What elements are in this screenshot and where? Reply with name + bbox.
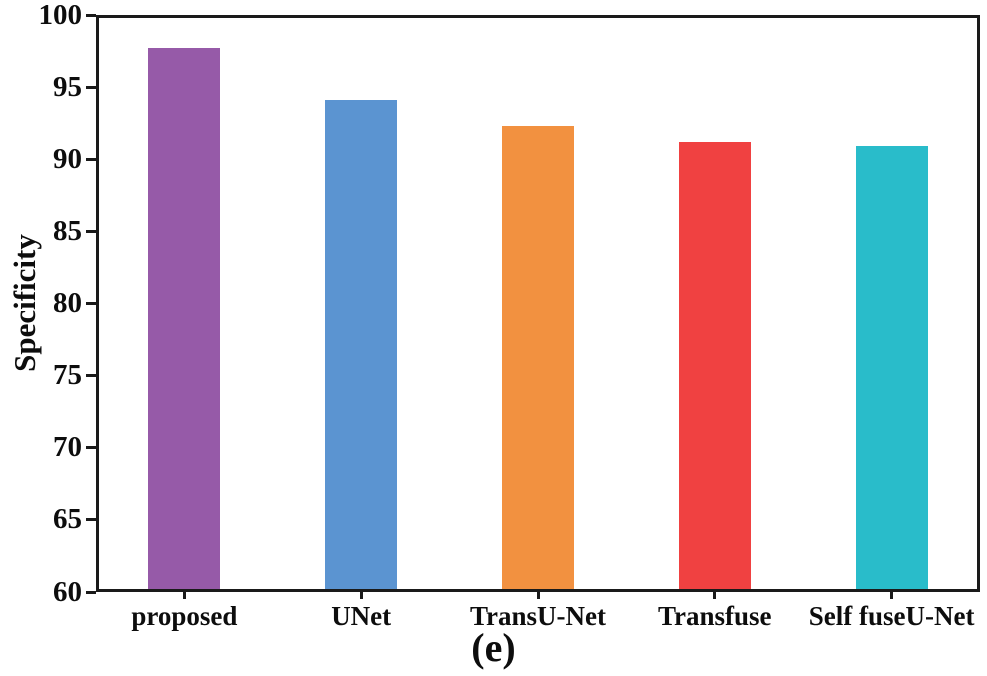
x-tick-mark [713,592,717,599]
y-tick-label: 90 [53,142,82,175]
y-tick-mark [86,229,96,233]
y-tick-mark [86,374,96,378]
bar-transfuse [678,141,751,589]
y-tick-label: 65 [53,503,82,536]
y-tick-label: 75 [53,359,82,392]
x-tick-label-self-fuseu-net: Self fuseU-Net [808,601,975,631]
y-tick-label: 60 [53,575,82,608]
x-tick-label-transu-net: TransU-Net [470,601,606,631]
y-tick-mark [86,446,96,450]
x-tick-mark [182,592,186,599]
y-tick-label: 85 [53,214,82,247]
bar-unet [325,100,398,589]
y-tick-label: 100 [38,0,83,31]
bar-transu-net [502,126,574,589]
x-tick-label-transfuse: Transfuse [658,601,772,631]
x-tick-mark [890,592,894,599]
y-tick-mark [86,518,96,522]
x-tick-label-proposed: proposed [131,601,238,631]
y-tick-mark [86,157,96,161]
bar-proposed [148,48,221,589]
y-tick-mark [86,302,96,305]
y-tick-label: 70 [53,431,82,464]
x-tick-label-unet: UNet [331,601,392,631]
x-tick-mark [536,592,540,599]
y-tick-mark [86,13,96,17]
y-tick-mark [86,85,96,89]
figure-caption: (e) [471,625,516,670]
x-tick-mark [359,592,363,599]
y-tick-mark [86,590,96,594]
bar-self-fuseu-net [855,146,928,589]
y-tick-label: 95 [53,70,82,103]
y-tick-label: 80 [53,287,82,319]
